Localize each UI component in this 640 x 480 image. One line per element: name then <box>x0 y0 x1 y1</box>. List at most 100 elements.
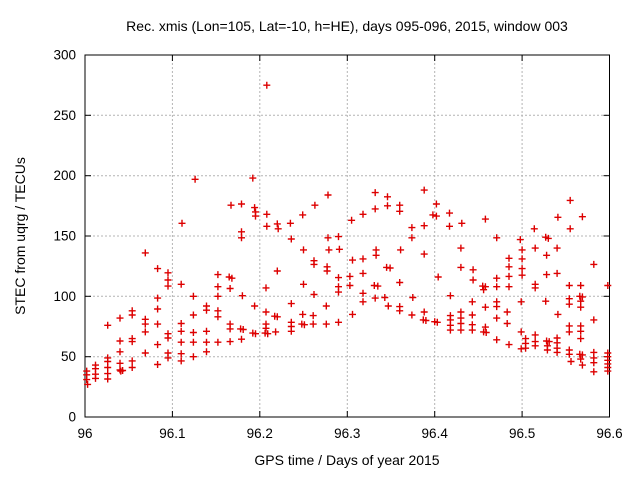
data-point-marker <box>577 282 585 289</box>
data-point-marker <box>141 349 149 357</box>
data-point-marker <box>203 327 210 335</box>
data-point-marker <box>116 359 124 367</box>
data-point-marker <box>287 235 295 243</box>
data-point-marker <box>481 215 489 223</box>
data-point-marker <box>310 291 318 298</box>
data-point-marker <box>311 201 319 209</box>
data-point-marker <box>434 273 442 281</box>
data-point-marker <box>287 327 295 335</box>
data-point-marker <box>104 364 112 371</box>
data-point-marker <box>469 266 477 274</box>
data-point-marker <box>493 274 501 282</box>
data-point-marker <box>457 326 465 334</box>
data-point-marker <box>128 364 136 371</box>
data-point-marker <box>286 219 294 227</box>
data-point-marker <box>543 251 551 259</box>
data-point-marker <box>590 368 598 376</box>
x-tick-label: 96.6 <box>596 426 622 441</box>
data-point-marker <box>505 341 513 349</box>
data-point-marker <box>371 189 379 197</box>
data-point-marker <box>178 219 186 227</box>
data-point-marker <box>531 284 539 292</box>
data-point-marker <box>505 254 513 262</box>
y-axis-label: STEC from uqrg / TECUs <box>12 157 28 315</box>
y-tick-label: 200 <box>53 168 76 183</box>
data-point-marker <box>238 292 246 300</box>
data-point-marker <box>577 335 585 343</box>
data-point-marker <box>300 280 307 288</box>
data-point-marker <box>516 236 524 244</box>
data-point-marker <box>154 341 162 349</box>
data-point-marker <box>446 292 454 300</box>
x-tick-label: 96.1 <box>159 426 185 441</box>
data-point-marker <box>322 302 330 310</box>
data-point-marker <box>522 344 530 352</box>
y-tick-label: 250 <box>53 108 76 123</box>
data-point-marker <box>481 323 489 331</box>
data-point-marker <box>154 361 162 368</box>
data-point-marker <box>503 308 511 316</box>
data-point-marker <box>396 307 404 315</box>
data-point-marker <box>272 328 280 336</box>
data-point-marker <box>273 267 281 275</box>
data-point-marker <box>578 293 586 301</box>
y-tick-label: 50 <box>61 349 76 364</box>
data-point-marker <box>116 348 124 356</box>
data-point-marker <box>396 279 404 286</box>
data-point-marker <box>543 346 551 354</box>
data-point-marker <box>164 354 172 362</box>
y-tick-label: 300 <box>53 48 76 63</box>
data-point-marker <box>154 294 162 302</box>
x-tick-label: 96.2 <box>247 426 273 441</box>
data-point-marker <box>191 175 199 183</box>
data-point-marker <box>505 272 513 280</box>
data-point-marker <box>324 191 332 199</box>
data-point-marker <box>128 357 136 365</box>
data-point-marker <box>309 320 317 328</box>
data-point-marker <box>480 286 488 294</box>
data-point-marker <box>553 348 561 356</box>
data-point-marker <box>189 329 197 336</box>
data-point-marker <box>493 303 501 311</box>
data-point-marker <box>457 320 465 327</box>
data-point-marker <box>164 276 172 284</box>
data-point-marker <box>396 207 404 215</box>
data-point-marker <box>214 283 222 291</box>
data-point-marker <box>518 265 526 273</box>
y-tick-label: 150 <box>53 229 76 244</box>
data-point-marker <box>299 310 307 318</box>
data-point-marker <box>346 282 354 289</box>
data-point-marker <box>164 334 172 342</box>
data-point-marker <box>214 292 222 300</box>
data-point-marker <box>214 307 222 315</box>
data-point-marker <box>590 359 598 367</box>
data-points <box>83 81 612 388</box>
data-point-marker <box>544 234 552 242</box>
data-point-marker <box>226 325 234 333</box>
data-point-marker <box>322 320 330 328</box>
data-point-marker <box>446 209 453 217</box>
data-point-marker <box>577 303 585 311</box>
data-point-marker <box>189 338 197 346</box>
data-point-marker <box>503 320 511 327</box>
data-point-marker <box>203 348 210 356</box>
data-point-marker <box>518 271 526 279</box>
data-point-marker <box>420 308 428 316</box>
data-point-marker <box>408 311 416 319</box>
data-point-marker <box>335 233 342 241</box>
data-point-marker <box>104 375 112 383</box>
data-point-marker <box>359 269 367 277</box>
data-point-marker <box>251 302 259 310</box>
data-point-marker <box>554 310 562 318</box>
data-point-marker <box>128 311 136 319</box>
data-point-marker <box>554 213 562 221</box>
data-point-marker <box>323 267 331 275</box>
data-point-marker <box>238 200 245 208</box>
data-point-marker <box>567 358 575 365</box>
data-point-marker <box>553 269 561 277</box>
data-point-marker <box>397 246 405 254</box>
data-point-marker <box>335 245 343 253</box>
data-point-marker <box>141 328 149 336</box>
y-tick-label: 100 <box>53 289 76 304</box>
data-point-marker <box>83 376 91 384</box>
